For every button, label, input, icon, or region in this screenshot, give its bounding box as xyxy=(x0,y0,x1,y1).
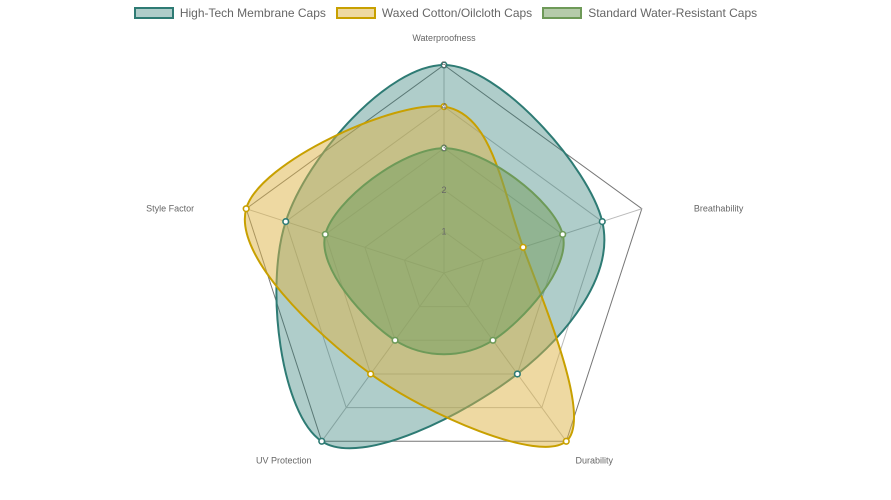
point-waxed-cotton-oilcloth-caps-style-factor xyxy=(242,205,250,213)
legend-swatch-standard xyxy=(542,7,583,19)
legend-item-high-tech[interactable]: High-Tech Membrane Caps xyxy=(133,6,326,20)
point-high-tech-membrane-caps-style-factor xyxy=(282,217,290,226)
point-waxed-cotton-oilcloth-caps-breathability xyxy=(519,243,527,251)
tick-label-4: 4 xyxy=(441,102,446,112)
tick-label-3: 3 xyxy=(441,143,446,153)
point-high-tech-membrane-caps-uv-protection xyxy=(318,437,326,445)
axis-label-style-factor: Style Factor xyxy=(146,204,194,214)
point-standard-water-resistant-caps-durability xyxy=(489,336,497,344)
legend-swatch-high-tech xyxy=(133,7,174,19)
point-high-tech-membrane-caps-durability xyxy=(513,370,521,378)
point-waxed-cotton-oilcloth-caps-uv-protection xyxy=(367,370,375,378)
point-standard-water-resistant-caps-uv-protection xyxy=(391,336,399,344)
point-waxed-cotton-oilcloth-caps-waterproofness xyxy=(440,102,448,111)
series-area-standard-water-resistant-caps xyxy=(323,147,565,356)
axis-label-breathability: Breathability xyxy=(694,204,744,214)
point-high-tech-membrane-caps-waterproofness xyxy=(440,61,448,69)
legend: High-Tech Membrane Caps Waxed Cotton/Oil… xyxy=(0,6,891,20)
point-standard-water-resistant-caps-style-factor xyxy=(321,230,329,239)
point-high-tech-membrane-caps-breathability xyxy=(598,217,606,226)
legend-label-high-tech: High-Tech Membrane Caps xyxy=(179,6,326,20)
tick-label-5: 5 xyxy=(441,60,446,70)
tick-label-1: 1 xyxy=(441,226,446,236)
point-standard-water-resistant-caps-breathability xyxy=(559,230,567,239)
axis-label-waterproofness: Waterproofness xyxy=(412,33,476,43)
legend-label-waxed-cotton: Waxed Cotton/Oilcloth Caps xyxy=(381,6,533,20)
axis-label-durability: Durability xyxy=(576,455,614,465)
legend-item-standard[interactable]: Standard Water-Resistant Caps xyxy=(542,6,757,20)
point-waxed-cotton-oilcloth-caps-durability xyxy=(562,437,570,445)
legend-label-standard: Standard Water-Resistant Caps xyxy=(588,6,758,20)
legend-swatch-waxed-cotton xyxy=(335,7,376,19)
point-standard-water-resistant-caps-waterproofness xyxy=(440,144,448,152)
legend-item-waxed-cotton[interactable]: Waxed Cotton/Oilcloth Caps xyxy=(335,6,533,20)
axis-label-uv-protection: UV Protection xyxy=(256,455,312,465)
tick-label-2: 2 xyxy=(441,185,446,195)
